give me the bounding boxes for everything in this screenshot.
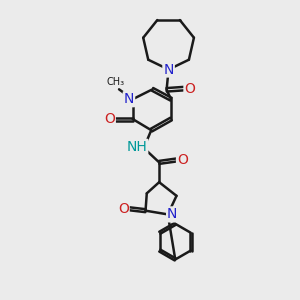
Text: CH₃: CH₃ [106, 77, 124, 87]
Text: N: N [167, 207, 178, 221]
Text: O: O [104, 112, 115, 126]
Text: O: O [177, 153, 188, 167]
Text: O: O [184, 82, 195, 96]
Text: NH: NH [127, 140, 147, 154]
Text: N: N [164, 62, 174, 76]
Text: N: N [124, 92, 134, 106]
Text: O: O [118, 202, 129, 216]
